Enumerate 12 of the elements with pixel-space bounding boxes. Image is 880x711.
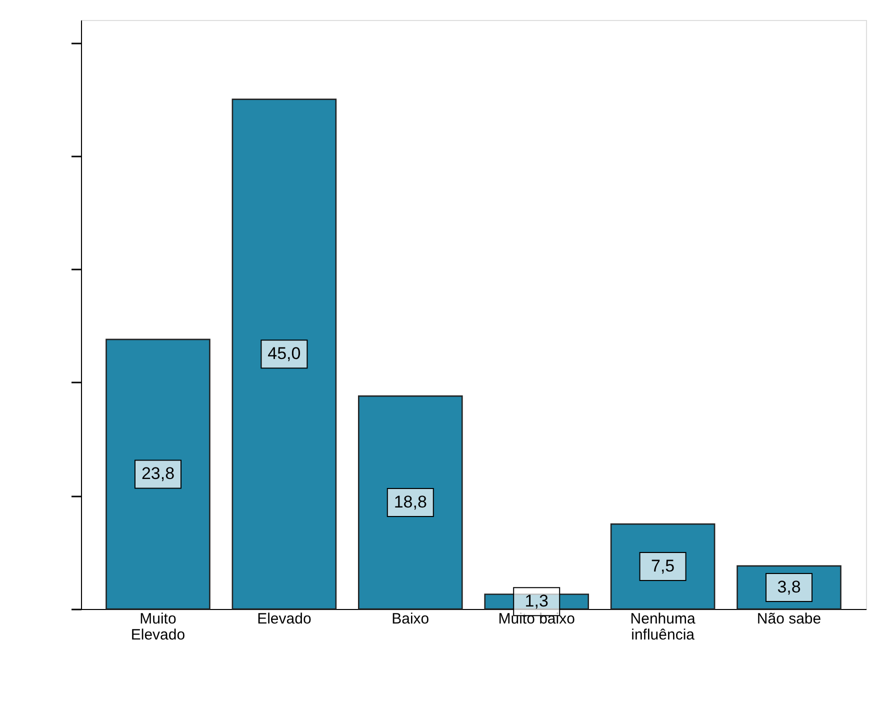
x-tick-label: Muito baixo — [498, 610, 575, 628]
data-label: 7,5 — [650, 556, 675, 576]
x-tick-label: Baixo — [392, 610, 430, 628]
data-label: 45,0 — [268, 344, 301, 364]
data-label: 3,8 — [777, 577, 801, 596]
x-tick-label: Elevado — [257, 610, 312, 628]
data-label: 18,8 — [394, 492, 427, 512]
x-tick-label: Não sabe — [756, 610, 822, 628]
data-label: 1,3 — [524, 592, 548, 611]
x-tick-label: Muito Elevado — [130, 610, 186, 644]
data-label: 23,8 — [141, 464, 175, 484]
x-tick-label: Nenhuma influência — [630, 610, 696, 644]
